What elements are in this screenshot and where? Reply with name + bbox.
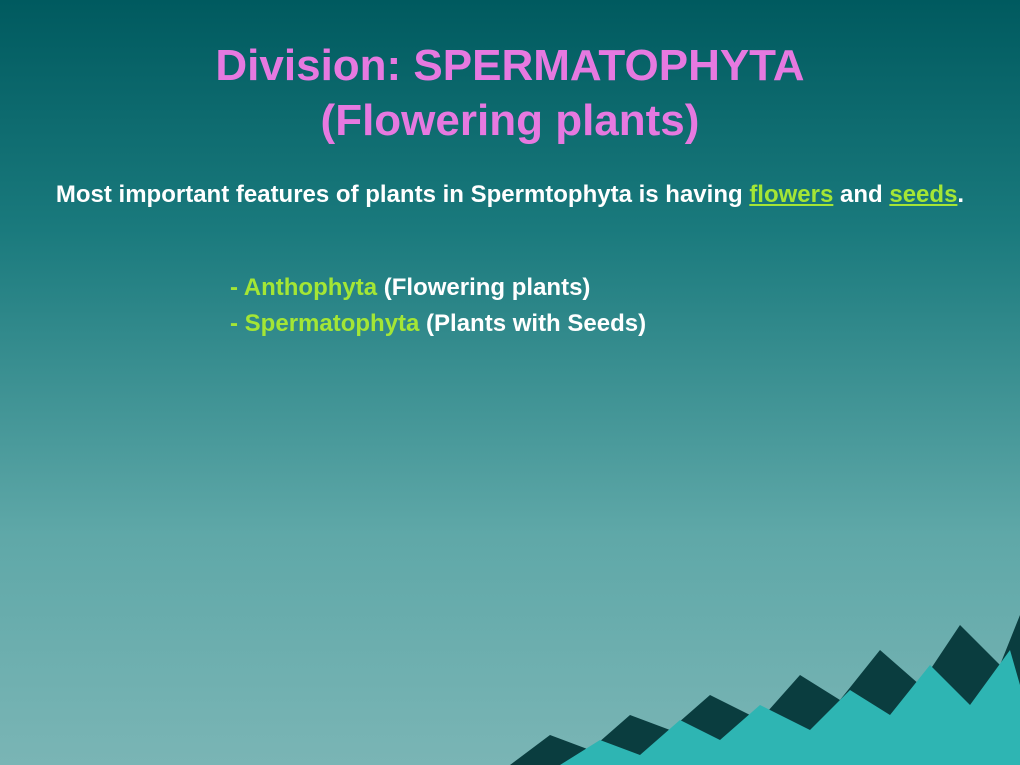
subtitle-keyword-flowers: flowers bbox=[749, 181, 833, 208]
list-item: - Anthophyta (Flowering plants) bbox=[230, 270, 1020, 306]
list-desc: (Plants with Seeds) bbox=[419, 310, 646, 337]
list-item: - Spermatophyta (Plants with Seeds) bbox=[230, 306, 1020, 342]
list-dash: - bbox=[230, 274, 244, 301]
subtitle-prefix: Most important features of plants in Spe… bbox=[56, 181, 749, 208]
slide-container: Division: SPERMATOPHYTA (Flowering plant… bbox=[0, 0, 1020, 765]
list-term: Spermatophyta bbox=[245, 310, 420, 337]
subtitle-mid: and bbox=[833, 181, 889, 208]
list-dash: - bbox=[230, 310, 245, 337]
title-line-1: Division: SPERMATOPHYTA bbox=[0, 38, 1020, 93]
list-desc: (Flowering plants) bbox=[377, 274, 590, 301]
subtitle-keyword-seeds: seeds bbox=[889, 181, 957, 208]
subtitle-suffix: . bbox=[957, 181, 964, 208]
slide-title: Division: SPERMATOPHYTA (Flowering plant… bbox=[0, 38, 1020, 148]
body-list: - Anthophyta (Flowering plants) - Sperma… bbox=[230, 270, 1020, 342]
subtitle: Most important features of plants in Spe… bbox=[0, 178, 1020, 212]
list-term: Anthophyta bbox=[244, 274, 377, 301]
corner-decoration-icon bbox=[500, 555, 1020, 765]
title-line-2: (Flowering plants) bbox=[0, 93, 1020, 148]
